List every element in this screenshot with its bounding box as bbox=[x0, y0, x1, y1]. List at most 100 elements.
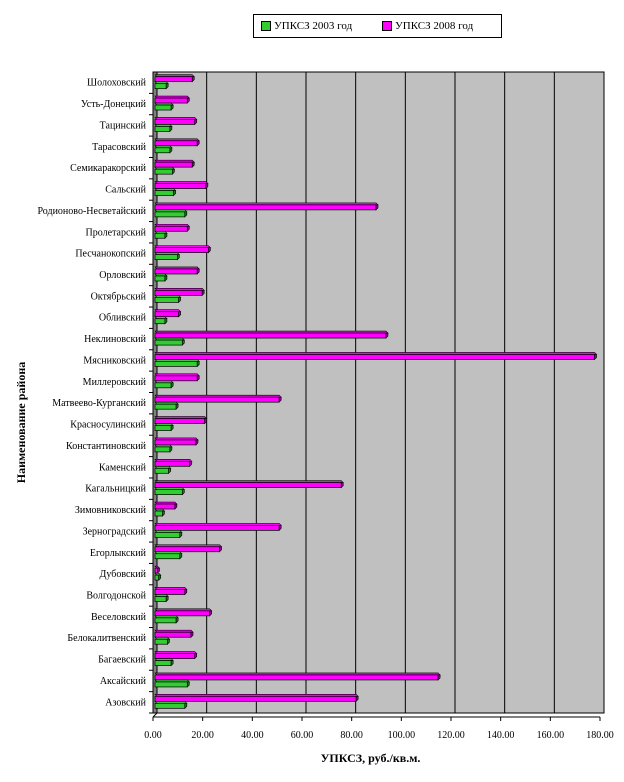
category-label: Белокалитвенский bbox=[67, 633, 146, 644]
bar-2008-side bbox=[191, 76, 195, 83]
bar-2003 bbox=[154, 510, 163, 517]
bar-2008 bbox=[154, 268, 198, 275]
bar-2003-side bbox=[168, 467, 171, 475]
category-label: Егорлыкский bbox=[90, 548, 147, 559]
bar-2003 bbox=[154, 446, 171, 453]
bar-2003 bbox=[154, 254, 178, 260]
bar-2008-side bbox=[278, 396, 282, 403]
category-label: Кагальницкий bbox=[85, 484, 146, 495]
x-tick-label: 160.00 bbox=[537, 730, 565, 741]
bar-2008 bbox=[154, 290, 203, 296]
bar-2008 bbox=[154, 525, 280, 531]
bar-2008-side bbox=[204, 418, 207, 425]
category-label: Аксайский bbox=[100, 676, 147, 687]
bar-2008 bbox=[154, 439, 197, 446]
bar-2003 bbox=[154, 403, 177, 410]
bar-2008-side bbox=[194, 119, 198, 126]
bar-2003 bbox=[154, 339, 183, 346]
bar-2003-side bbox=[167, 638, 170, 645]
plot-area bbox=[156, 71, 605, 714]
bar-2008-side bbox=[340, 482, 344, 489]
category-label: Веселовский bbox=[91, 612, 147, 623]
bar-2003 bbox=[154, 681, 188, 688]
bar-2003-side bbox=[179, 532, 183, 539]
bar-2003 bbox=[154, 617, 177, 624]
bar-2008 bbox=[154, 332, 387, 339]
bar-2003-side bbox=[196, 361, 200, 368]
bar-2003 bbox=[154, 553, 181, 560]
bar-2008 bbox=[154, 225, 188, 232]
bar-2008-side bbox=[278, 525, 282, 532]
bar-2008-side bbox=[195, 439, 199, 446]
bar-2008-side bbox=[190, 631, 194, 638]
bar-2008 bbox=[154, 418, 206, 424]
bar-2008 bbox=[154, 311, 179, 318]
legend-item-2008: УПКСЗ 2008 год bbox=[382, 20, 473, 32]
category-label: Матвеево-Курганский bbox=[52, 398, 146, 409]
bar-2008-side bbox=[219, 546, 222, 553]
bar-2008 bbox=[154, 247, 209, 253]
x-tick-label: 140.00 bbox=[487, 730, 515, 741]
bar-2003-side bbox=[169, 126, 173, 133]
bar-2003 bbox=[154, 489, 183, 495]
bar-2008-side bbox=[196, 375, 200, 382]
x-tick-label: 120.00 bbox=[437, 730, 465, 741]
bar-2008-side bbox=[157, 567, 160, 574]
x-axis-corner bbox=[152, 712, 158, 718]
bar-2003-side bbox=[170, 382, 174, 389]
x-tick-label: 60.00 bbox=[291, 730, 314, 741]
category-label: Песчанокопский bbox=[75, 249, 146, 260]
bar-2003-side bbox=[170, 104, 174, 111]
category-label: Родионово-Несветайский bbox=[37, 206, 146, 217]
bar-2003-side bbox=[169, 446, 173, 453]
bar-2003 bbox=[154, 211, 186, 218]
bar-2008 bbox=[154, 76, 193, 83]
category-label: Дубовский bbox=[100, 569, 147, 580]
category-label: Пролетарский bbox=[86, 227, 147, 238]
bar-2008 bbox=[154, 183, 207, 189]
bar-2003 bbox=[154, 126, 171, 132]
category-label: Волгодонской bbox=[86, 590, 146, 601]
x-tick-label: 80.00 bbox=[340, 730, 363, 741]
bar-2008-side bbox=[191, 161, 195, 168]
category-label: Константиновский bbox=[66, 441, 147, 452]
bar-2003-side bbox=[182, 489, 185, 496]
bar-2003-side bbox=[170, 425, 174, 432]
bar-2003-side bbox=[173, 190, 176, 197]
bar-2008 bbox=[154, 610, 210, 617]
bar-2008 bbox=[154, 396, 280, 403]
bar-2008-side bbox=[594, 354, 597, 361]
bar-2008 bbox=[154, 140, 198, 147]
bar-2008-side bbox=[186, 97, 190, 104]
bar-2008-side bbox=[385, 332, 389, 339]
bar-2003-side bbox=[184, 703, 188, 710]
bar-2003-side bbox=[158, 574, 162, 581]
legend-swatch-2003 bbox=[261, 21, 271, 32]
bar-2003 bbox=[154, 702, 186, 709]
bar-2003 bbox=[154, 467, 170, 474]
bar-2003 bbox=[154, 361, 198, 367]
category-label: Красносулинский bbox=[70, 420, 146, 431]
category-label: Багаевский bbox=[98, 655, 146, 666]
x-tick-label: 0.00 bbox=[144, 730, 162, 741]
bar-2003 bbox=[154, 83, 167, 90]
bar-2008 bbox=[154, 546, 220, 553]
bar-2008-side bbox=[355, 696, 359, 703]
bar-2003-side bbox=[164, 232, 168, 239]
bar-2008-side bbox=[201, 290, 205, 297]
bar-2003 bbox=[154, 574, 160, 581]
bar-2008-side bbox=[375, 204, 379, 211]
bar-2008-side bbox=[205, 183, 209, 190]
bar-2003 bbox=[154, 104, 172, 111]
bar-2008-side bbox=[208, 247, 211, 254]
category-label: Зерноградский bbox=[83, 526, 147, 537]
bar-2003-side bbox=[175, 403, 179, 410]
bar-2003 bbox=[154, 382, 172, 389]
bar-2008 bbox=[154, 674, 439, 681]
bar-2003-side bbox=[186, 681, 190, 688]
bar-2003-side bbox=[165, 83, 169, 90]
legend-swatch-2008 bbox=[382, 21, 392, 32]
bar-2003 bbox=[154, 190, 174, 196]
bar-2008-side bbox=[437, 674, 441, 681]
